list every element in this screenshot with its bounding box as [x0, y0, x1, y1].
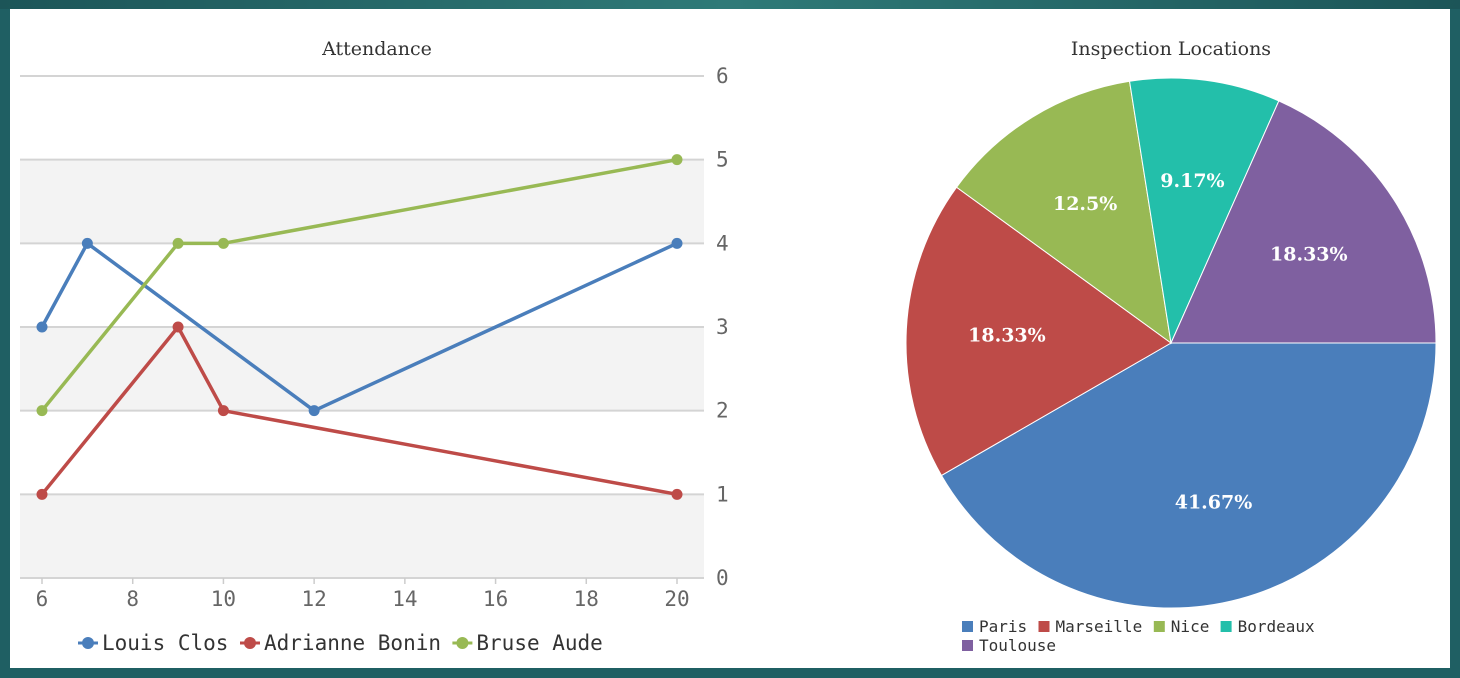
inspection-locations-pie-chart: Inspection Locations 41.67% 18.33% 12.5% 9.… — [905, 38, 1437, 655]
legend-item[interactable]: Bruse Aude — [452, 631, 603, 655]
legend-item[interactable]: Adrianne Bonin — [240, 631, 441, 655]
series-line — [40, 325, 678, 497]
data-point[interactable] — [36, 488, 48, 500]
data-point[interactable] — [217, 405, 229, 417]
series-louis-clos[interactable] — [36, 237, 683, 417]
line-series — [36, 154, 683, 500]
legend-label: Bordeaux — [1238, 617, 1315, 636]
slice-label: 41.67% — [1175, 492, 1253, 514]
legend-label: Adrianne Bonin — [264, 631, 441, 655]
data-point[interactable] — [81, 237, 93, 249]
y-tick-label: 0 — [716, 566, 729, 590]
data-point[interactable] — [671, 488, 683, 500]
plot-band — [20, 159, 704, 244]
legend-swatch — [1153, 621, 1165, 632]
pie-chart-title: Inspection Locations — [1071, 38, 1271, 60]
legend-label: Toulouse — [979, 636, 1056, 655]
legend-marker — [244, 637, 256, 649]
y-tick-label: 2 — [716, 399, 729, 423]
series-adrianne-bonin[interactable] — [36, 321, 683, 500]
x-tick-label: 6 — [36, 587, 49, 611]
legend-label: Paris — [979, 617, 1027, 636]
y-tick-label: 5 — [716, 148, 729, 172]
x-tick-label: 20 — [664, 587, 689, 611]
pie-slice-toulouse[interactable] — [1170, 100, 1437, 344]
y-tick-label: 3 — [716, 315, 729, 339]
slice-label: 12.5% — [1053, 193, 1117, 215]
x-axis-ticks: 6 8 10 12 14 16 18 20 — [36, 578, 690, 611]
series-line — [40, 241, 678, 413]
legend-swatch — [1038, 621, 1050, 632]
x-tick-label: 14 — [392, 587, 417, 611]
legend-label: Louis Clos — [102, 631, 228, 655]
data-point[interactable] — [36, 321, 48, 333]
legend-item[interactable]: Nice — [1153, 617, 1210, 636]
pie-slice-marseille[interactable] — [905, 186, 1172, 477]
slice-label: 18.33% — [1270, 244, 1348, 266]
line-chart-title: Attendance — [321, 38, 432, 60]
pie-slice-bordeaux[interactable] — [1128, 77, 1280, 345]
top-band — [0, 0, 1460, 9]
pie-slice-nice[interactable] — [955, 80, 1172, 345]
pie-slices — [905, 77, 1437, 609]
series-line — [40, 157, 678, 412]
legend-item[interactable]: Louis Clos — [78, 631, 228, 655]
plot-band — [20, 494, 704, 578]
x-tick-label: 16 — [483, 587, 508, 611]
legend-swatch — [962, 640, 973, 651]
data-point[interactable] — [308, 405, 320, 417]
slice-label: 18.33% — [968, 324, 1046, 346]
legend-label: Marseille — [1056, 617, 1143, 636]
y-axis-ticks: 0 1 2 3 4 5 6 — [716, 64, 729, 590]
y-tick-label: 4 — [716, 231, 729, 255]
plot-band — [20, 327, 704, 411]
legend-item[interactable]: Toulouse — [962, 636, 1056, 655]
legend-item[interactable]: Paris — [962, 617, 1027, 636]
pie-chart-legend[interactable]: Paris Marseille Nice Bordeaux Toulouse — [962, 617, 1315, 655]
slice-label: 9.17% — [1160, 170, 1224, 192]
data-point[interactable] — [217, 237, 229, 249]
legend-marker — [456, 637, 469, 649]
legend-item[interactable]: Bordeaux — [1220, 617, 1315, 636]
pie-slice-paris[interactable] — [940, 342, 1437, 609]
legend-item[interactable]: Marseille — [1038, 617, 1143, 636]
plot-bands — [20, 159, 704, 578]
legend-label: Nice — [1171, 617, 1210, 636]
series-bruse-aude[interactable] — [36, 154, 683, 417]
y-tick-label: 1 — [716, 482, 729, 506]
data-point[interactable] — [36, 405, 48, 417]
y-tick-label: 6 — [716, 64, 729, 88]
x-tick-label: 18 — [574, 587, 599, 611]
legend-label: Bruse Aude — [476, 631, 602, 655]
x-tick-label: 10 — [211, 587, 236, 611]
legend-swatch — [962, 621, 973, 632]
x-tick-label: 12 — [301, 587, 326, 611]
line-chart-legend[interactable]: Louis Clos Adrianne Bonin Bruse Aude — [78, 631, 603, 655]
data-point[interactable] — [671, 154, 683, 166]
x-tick-label: 8 — [126, 587, 139, 611]
data-point[interactable] — [671, 237, 683, 249]
data-point[interactable] — [172, 321, 184, 333]
legend-swatch — [1220, 621, 1232, 632]
gridlines — [20, 75, 704, 579]
data-point[interactable] — [172, 237, 184, 249]
pie-slice-labels: 41.67% 18.33% 12.5% 9.17% 18.33% — [968, 170, 1347, 514]
legend-marker — [82, 637, 94, 649]
